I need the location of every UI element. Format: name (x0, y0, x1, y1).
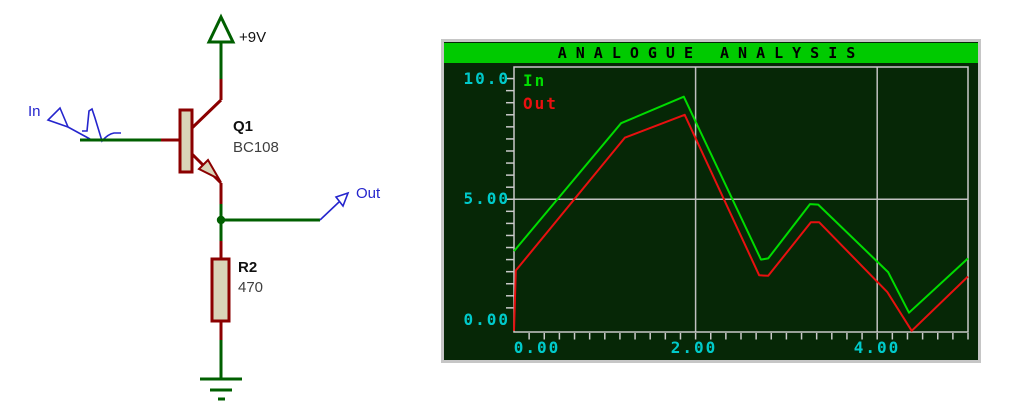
vcc-arrow-icon (206, 13, 236, 44)
x-tick-label-2: 2.00 (671, 338, 718, 357)
output-label: Out (356, 185, 381, 202)
analogue-analysis-window[interactable]: ANALOGUE ANALYSIS 10.0 5.00 0.00 0.00 2.… (441, 39, 981, 363)
input-probe-lead (67, 126, 91, 140)
output-probe-lead (319, 201, 340, 221)
y-tick-label-5: 5.00 (463, 189, 510, 208)
legend-out: Out (523, 94, 558, 113)
output-probe-icon (334, 191, 350, 208)
traces (513, 95, 969, 332)
x-tick-label-0: 0.00 (514, 338, 561, 357)
y-tick-label-0: 0.00 (463, 310, 510, 329)
graph-title-bar[interactable]: ANALOGUE ANALYSIS (444, 43, 978, 63)
power-label: +9V (239, 29, 266, 46)
q1-ref-label: Q1 (233, 118, 253, 135)
trace-out[interactable] (513, 113, 969, 332)
resistor-r2[interactable]: R2 470 (210, 241, 263, 340)
q1-collector-diag (190, 98, 223, 130)
input-waveform-icon (82, 107, 121, 143)
input-generator[interactable]: In (28, 103, 121, 143)
ground-icon[interactable] (200, 377, 242, 401)
input-probe-icon (46, 106, 70, 129)
q1-value-label: BC108 (233, 139, 279, 156)
y-tick-label-10: 10.0 (463, 69, 510, 88)
plot-frame (513, 66, 969, 333)
gridlines (514, 67, 968, 332)
transistor-q1[interactable]: Q1 BC108 (161, 79, 279, 204)
r2-value-label: 470 (238, 279, 263, 296)
r2-ref-label: R2 (238, 259, 257, 276)
axis-ticks (506, 77, 969, 340)
schematic-canvas: +9V In Q1 BC108 Out (28, 13, 381, 401)
trace-in[interactable] (513, 95, 969, 314)
r2-body (210, 257, 231, 323)
power-terminal-9v[interactable]: +9V (206, 13, 266, 79)
plot-area[interactable]: 10.0 5.00 0.00 0.00 2.00 4.00 In Out (444, 63, 978, 360)
x-tick-label-4: 4.00 (854, 338, 901, 357)
graph-title: ANALOGUE ANALYSIS (557, 44, 865, 62)
q1-body (178, 108, 194, 174)
q1-emitter-arrow-icon (197, 158, 222, 182)
input-label: In (28, 103, 41, 120)
legend-in: In (523, 71, 546, 90)
output-probe[interactable]: Out (319, 185, 381, 221)
